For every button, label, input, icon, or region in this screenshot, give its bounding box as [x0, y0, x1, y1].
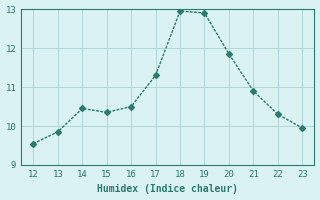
X-axis label: Humidex (Indice chaleur): Humidex (Indice chaleur) [97, 184, 238, 194]
